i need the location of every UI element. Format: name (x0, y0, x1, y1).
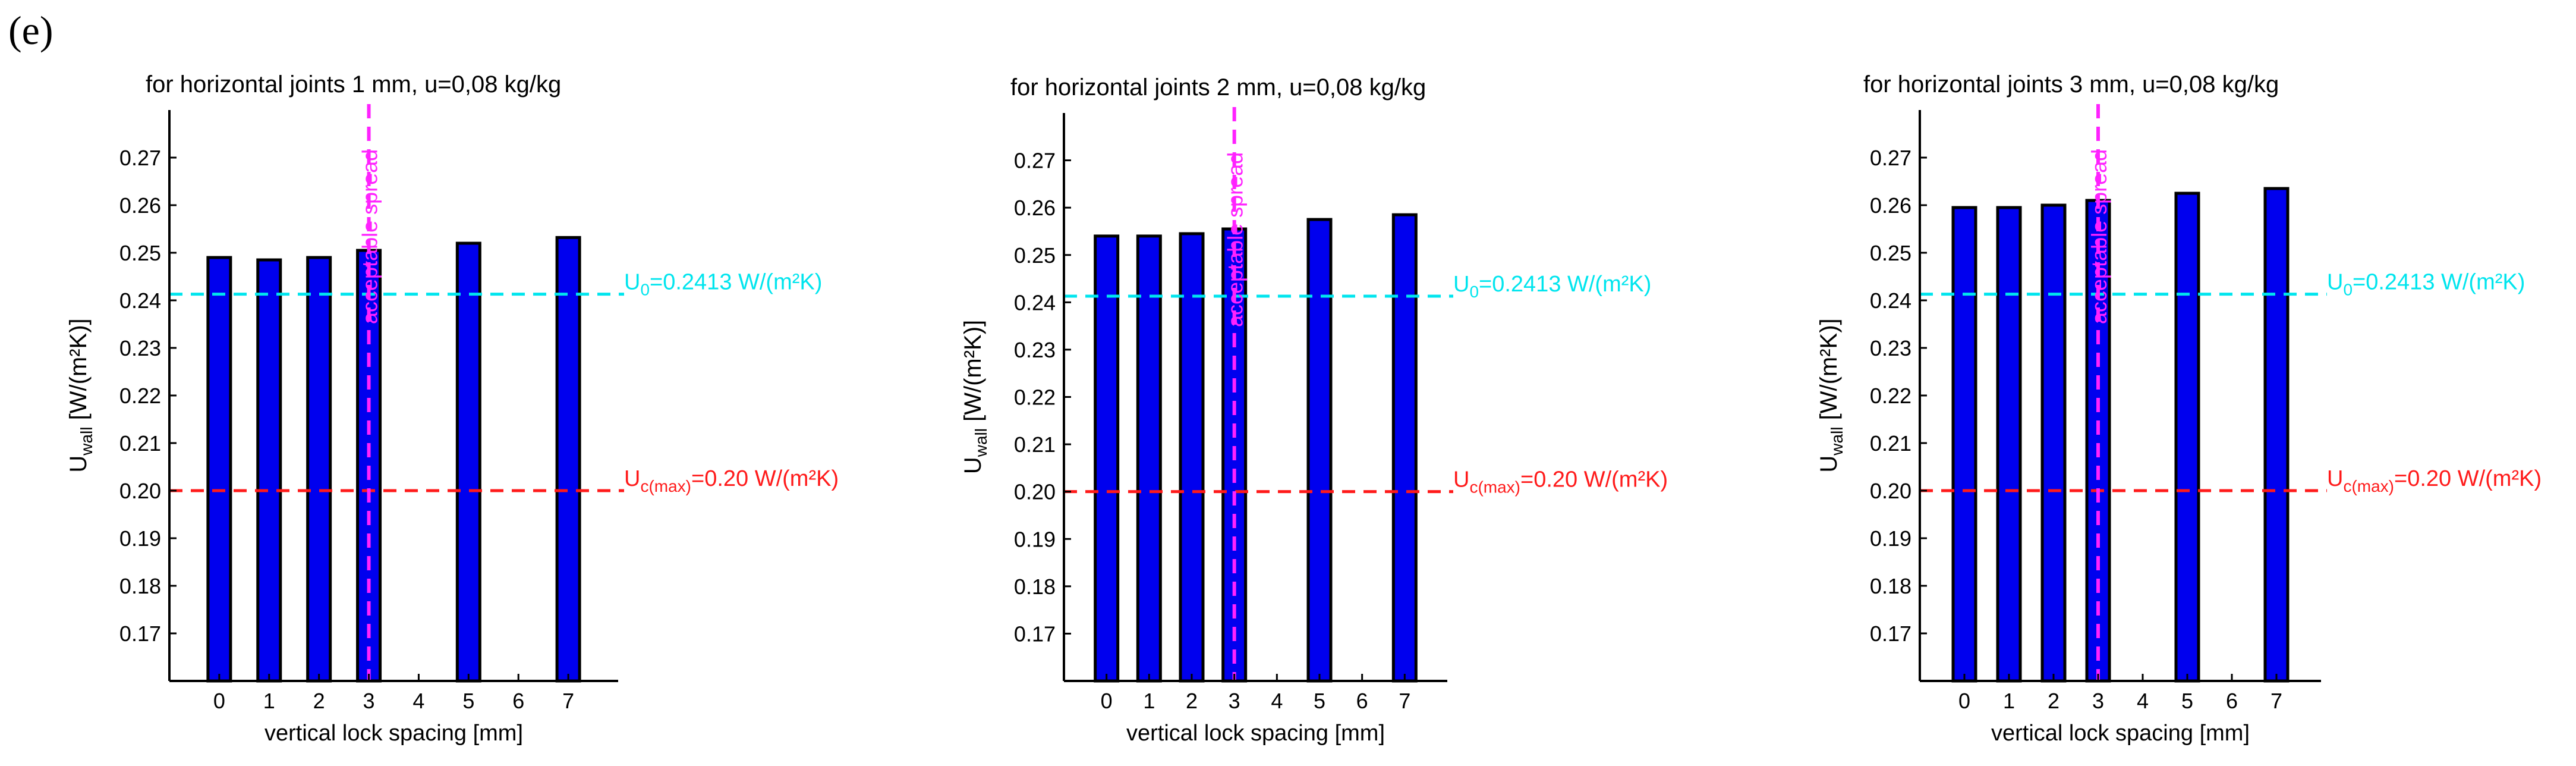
y-tick-label: 0.21 (1014, 432, 1056, 457)
y-tick-label: 0.27 (1014, 149, 1056, 173)
x-tick-label: 0 (213, 689, 225, 713)
x-tick-label: 7 (1399, 689, 1410, 713)
y-axis-label: Uwall [W/(m²K)] (65, 318, 96, 472)
bar-1 (1996, 206, 2022, 683)
acceptable-spread-label: acceptable spread (358, 149, 382, 324)
bar-1 (1136, 234, 1162, 683)
x-tick-label: 1 (2003, 689, 2015, 713)
x-tick-label: 7 (562, 689, 574, 713)
y-tick-label: 0.26 (1014, 196, 1056, 220)
bar-2 (2040, 203, 2067, 683)
y-tick-label: 0.26 (119, 193, 161, 218)
x-tick-label: 4 (1271, 689, 1283, 713)
x-tick-label: 2 (2048, 689, 2059, 713)
chart-panel-2: for horizontal joints 2 mm, u=0,08 kg/kg… (960, 74, 1668, 746)
x-tick-label: 3 (2092, 689, 2104, 713)
y-tick-label: 0.24 (1014, 290, 1056, 315)
y-tick-label: 0.21 (1870, 431, 1911, 456)
bar-0 (206, 256, 232, 683)
y-tick-label: 0.18 (119, 574, 161, 598)
acceptable-spread-label: acceptable spread (2087, 149, 2111, 324)
bar-0 (1094, 234, 1120, 683)
y-tick-label: 0.22 (1014, 385, 1056, 410)
bar-0 (1951, 206, 1977, 683)
bar-5 (1306, 218, 1333, 683)
x-tick-label: 6 (2226, 689, 2238, 713)
bar-5 (455, 241, 481, 683)
u0-reference-label: U0=0.2413 W/(m²K) (2327, 270, 2525, 299)
acceptable-spread-label: acceptable spread (1223, 152, 1248, 327)
bar-3 (2085, 199, 2111, 683)
y-tick-label: 0.24 (119, 288, 161, 313)
ucmax-reference-label: Uc(max)=0.20 W/(m²K) (2327, 466, 2542, 495)
bar-7 (555, 236, 581, 683)
y-tick-label: 0.19 (1870, 526, 1911, 551)
y-tick-label: 0.27 (1870, 146, 1911, 170)
bar-1 (256, 258, 282, 683)
x-tick-label: 7 (2270, 689, 2282, 713)
y-tick-label: 0.17 (1014, 621, 1056, 646)
chart-title: for horizontal joints 1 mm, u=0,08 kg/kg (146, 71, 561, 98)
y-tick-label: 0.25 (1014, 243, 1056, 268)
x-tick-label: 3 (363, 689, 375, 713)
y-axis-label: Uwall [W/(m²K)] (960, 320, 990, 474)
x-axis-label: vertical lock spacing [mm] (264, 721, 523, 746)
x-tick-label: 6 (512, 689, 524, 713)
y-tick-label: 0.24 (1870, 288, 1911, 313)
y-axis-label: Uwall [W/(m²K)] (1816, 318, 1846, 472)
y-tick-label: 0.26 (1870, 193, 1911, 218)
x-axis-label: vertical lock spacing [mm] (1126, 721, 1385, 746)
x-tick-label: 5 (1314, 689, 1325, 713)
x-axis-label: vertical lock spacing [mm] (1991, 721, 2250, 746)
x-tick-label: 2 (1186, 689, 1198, 713)
x-tick-label: 3 (1229, 689, 1240, 713)
x-tick-label: 6 (1356, 689, 1368, 713)
panel-label: (e) (8, 8, 53, 53)
y-tick-label: 0.17 (119, 621, 161, 646)
ucmax-reference-label: Uc(max)=0.20 W/(m²K) (1453, 467, 1668, 497)
bar-5 (2174, 192, 2200, 683)
x-tick-label: 4 (2137, 689, 2149, 713)
x-tick-label: 0 (1958, 689, 1970, 713)
y-tick-label: 0.20 (1870, 479, 1911, 503)
y-tick-label: 0.18 (1014, 574, 1056, 599)
y-tick-label: 0.22 (119, 384, 161, 408)
x-tick-label: 2 (313, 689, 325, 713)
y-tick-label: 0.25 (1870, 241, 1911, 265)
chart-panel-1: for horizontal joints 1 mm, u=0,08 kg/kg… (65, 71, 839, 746)
bar-2 (306, 256, 332, 683)
x-tick-label: 4 (412, 689, 424, 713)
bar-2 (1179, 232, 1205, 683)
u0-reference-label: U0=0.2413 W/(m²K) (624, 270, 822, 299)
y-tick-label: 0.27 (119, 146, 161, 170)
y-tick-label: 0.22 (1870, 384, 1911, 408)
y-tick-label: 0.23 (1014, 338, 1056, 362)
x-tick-label: 1 (1143, 689, 1155, 713)
y-tick-label: 0.19 (119, 526, 161, 551)
chart-title: for horizontal joints 2 mm, u=0,08 kg/kg (1010, 74, 1426, 101)
bar-7 (2263, 187, 2290, 683)
x-tick-label: 0 (1101, 689, 1113, 713)
y-tick-label: 0.25 (119, 241, 161, 265)
y-tick-label: 0.23 (119, 336, 161, 360)
y-tick-label: 0.21 (119, 431, 161, 456)
chart-title: for horizontal joints 3 mm, u=0,08 kg/kg (1863, 71, 2279, 98)
bar-7 (1391, 213, 1418, 683)
y-tick-label: 0.17 (1870, 621, 1911, 646)
y-tick-label: 0.18 (1870, 574, 1911, 598)
x-tick-label: 5 (462, 689, 474, 713)
u0-reference-label: U0=0.2413 W/(m²K) (1453, 272, 1651, 301)
x-tick-label: 5 (2181, 689, 2193, 713)
chart-panel-3: for horizontal joints 3 mm, u=0,08 kg/kg… (1816, 71, 2542, 746)
y-tick-label: 0.20 (1014, 480, 1056, 504)
y-tick-label: 0.19 (1014, 527, 1056, 551)
ucmax-reference-label: Uc(max)=0.20 W/(m²K) (624, 466, 839, 495)
x-tick-label: 1 (263, 689, 275, 713)
y-tick-label: 0.23 (1870, 336, 1911, 360)
y-tick-label: 0.20 (119, 479, 161, 503)
